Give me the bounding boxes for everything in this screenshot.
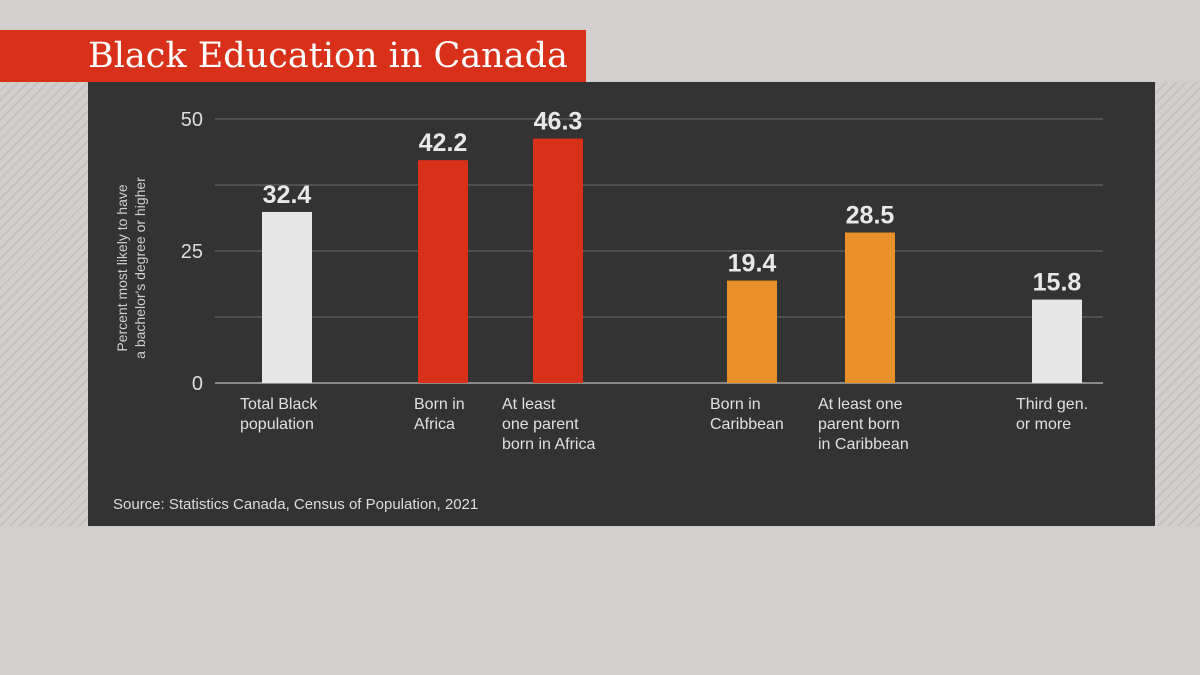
y-tick-label: 25 <box>181 241 203 263</box>
y-tick-label: 0 <box>192 373 203 395</box>
value-label: 46.3 <box>534 108 583 136</box>
x-tick-label: At least one <box>818 396 903 413</box>
bar <box>533 138 583 383</box>
y-axis-label-line: a bachelor's degree or higher <box>132 177 148 359</box>
y-tick-label: 50 <box>181 109 203 131</box>
value-label: 32.4 <box>263 181 312 209</box>
bar <box>845 232 895 383</box>
bars <box>262 138 1082 383</box>
x-tick-label: Total Black <box>240 396 318 413</box>
chart-title: Black Education in Canada <box>88 36 568 76</box>
x-tick-label: one parent <box>502 416 579 433</box>
x-tick-label: population <box>240 416 314 433</box>
x-tick-label: Born in <box>414 396 465 413</box>
value-label: 42.2 <box>419 129 468 157</box>
x-tick-label: Born in <box>710 396 761 413</box>
bar <box>262 211 312 383</box>
value-label: 15.8 <box>1033 269 1082 297</box>
x-tick-label: Caribbean <box>710 416 784 433</box>
x-tick-label: Third gen. <box>1016 396 1088 413</box>
y-tick-labels: 0 25 50 <box>181 109 203 395</box>
value-labels: 32.4 42.2 46.3 19.4 28.5 15.8 <box>263 108 1082 297</box>
x-tick-label: At least <box>502 396 556 413</box>
source-note: Source: Statistics Canada, Census of Pop… <box>113 496 479 513</box>
grid-lines <box>215 118 1103 384</box>
value-label: 28.5 <box>846 202 895 230</box>
y-axis-label-line: Percent most likely to have <box>114 184 130 352</box>
value-label: 19.4 <box>728 250 777 278</box>
y-axis-label: Percent most likely to have a bachelor's … <box>114 177 148 359</box>
x-tick-labels: Total Black population Born in Africa At lea… <box>240 396 1088 453</box>
x-tick-label: born in Africa <box>502 436 595 453</box>
x-tick-label: in Caribbean <box>818 436 909 453</box>
x-tick-label: parent born <box>818 416 900 433</box>
x-tick-label: or more <box>1016 416 1071 433</box>
x-tick-label: Africa <box>414 416 455 433</box>
bar <box>1032 299 1082 383</box>
bar <box>727 280 777 383</box>
title-band <box>0 30 586 82</box>
bar <box>418 160 468 383</box>
